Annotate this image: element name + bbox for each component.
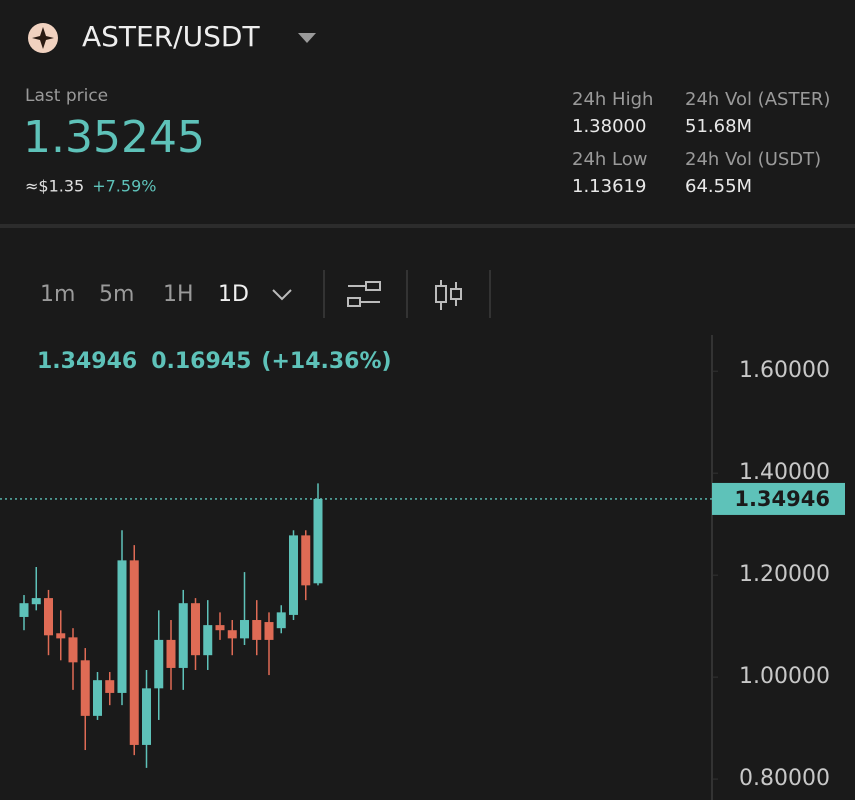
candle-body: [215, 625, 225, 631]
interval-active[interactable]: 1D: [218, 282, 249, 307]
y-tick-label: 1.00000: [739, 664, 830, 689]
stat-value: 1.38000: [572, 116, 646, 137]
candle-body: [301, 535, 311, 586]
candle-body: [80, 660, 90, 716]
pair-selector[interactable]: ASTER/USDT: [28, 20, 316, 53]
candle-body: [117, 560, 127, 693]
info-close: 1.34946: [37, 349, 137, 374]
icon-box: [347, 297, 361, 307]
interval[interactable]: 1m: [40, 282, 75, 307]
candle-body: [19, 603, 29, 617]
candles: [19, 483, 323, 768]
candle-body: [105, 680, 115, 693]
current-price-tag: [712, 482, 845, 515]
interval-more[interactable]: [272, 289, 292, 301]
change-pct: +7.59%: [92, 177, 156, 196]
candle-body: [142, 688, 151, 745]
y-tick-label: 0.80000: [739, 766, 830, 791]
candle-body: [240, 620, 249, 639]
icon-body: [450, 288, 462, 300]
pair-title: ASTER/USDT: [82, 20, 260, 53]
candle-body: [191, 603, 200, 656]
last-price: 1.35245: [23, 112, 205, 163]
y-tick-label: 1.20000: [739, 562, 830, 587]
candle-body: [203, 625, 213, 656]
candle-body: [252, 620, 262, 640]
candle-body: [154, 639, 164, 689]
candle-body: [93, 680, 102, 716]
candle-body: [227, 630, 237, 639]
dropdown-arrow: [298, 33, 316, 43]
candle-body: [56, 633, 66, 639]
logo-star: [32, 27, 54, 49]
stat-label: 24h Vol (USDT): [685, 149, 821, 170]
icon-box: [365, 281, 381, 291]
stat-label: 24h Vol (ASTER): [685, 89, 830, 110]
candle-body: [276, 612, 286, 629]
current-price-label: 1.34946: [734, 487, 830, 511]
candle-body: [264, 622, 274, 640]
last-price-label: Last price: [25, 86, 108, 106]
icon-body: [435, 285, 447, 303]
usd-price: ≈$1.35: [25, 177, 84, 196]
y-tick-label: 1.40000: [739, 460, 830, 485]
candle-body: [166, 639, 176, 668]
interval[interactable]: 5m: [99, 282, 134, 307]
chart-type-button[interactable]: [435, 280, 462, 310]
candle-body: [313, 498, 323, 584]
indicators-button[interactable]: [347, 281, 381, 307]
info-change: 0.16945: [151, 349, 251, 374]
interval[interactable]: 1H: [163, 282, 194, 307]
stat-label: 24h Low: [572, 149, 647, 170]
divider: [0, 224, 855, 228]
stat-value: 64.55M: [685, 176, 752, 197]
y-tick-label: 1.60000: [739, 358, 830, 383]
stat-label: 24h High: [572, 89, 653, 110]
candle-body: [31, 598, 41, 605]
candle-body: [129, 560, 139, 745]
info-change-pct: (+14.36%): [261, 349, 391, 374]
candle-body: [178, 603, 188, 668]
stat-value: 1.13619: [572, 176, 646, 197]
candle-body: [44, 598, 53, 636]
stat-value: 51.68M: [685, 116, 752, 137]
candle-body: [68, 637, 78, 663]
candle-body: [289, 535, 298, 615]
